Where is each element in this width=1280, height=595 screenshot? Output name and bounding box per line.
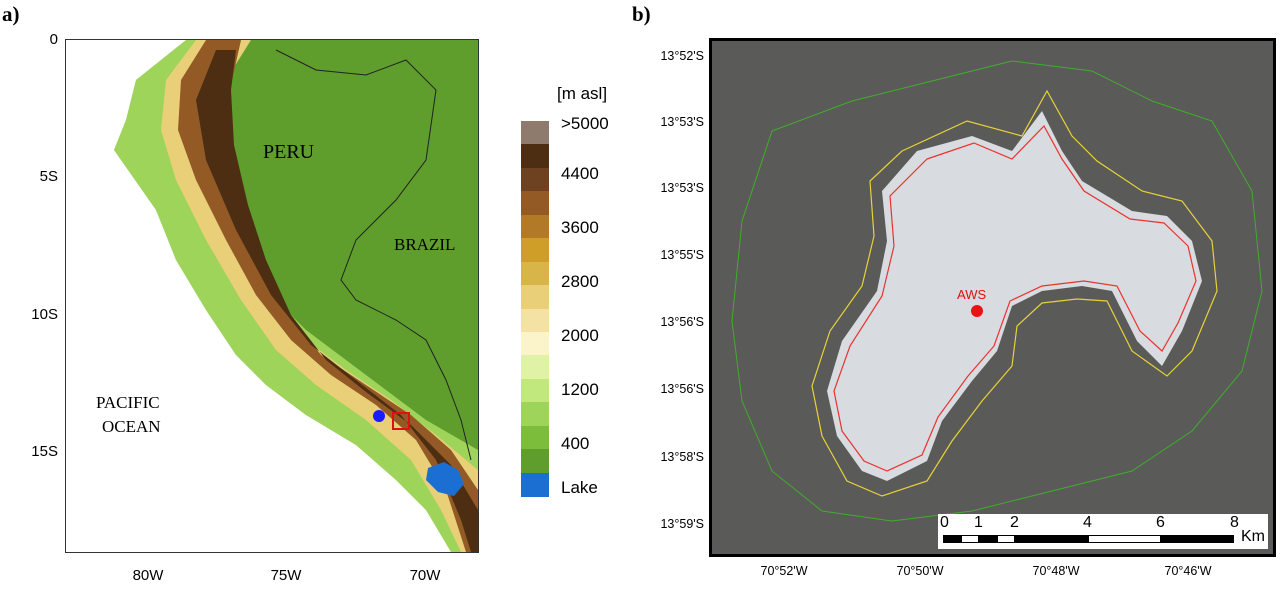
legend-title: [m asl] [557,84,608,103]
legend-label-5: 1200 [561,380,599,399]
scale-segment [1161,535,1234,543]
colorbar-swatch [521,355,549,380]
legend-label-2: 3600 [561,218,599,237]
legend-label-3: 2800 [561,272,599,291]
map-b-y-tick-2: 13°53'S [660,181,704,195]
colorbar-swatch [521,378,549,403]
map-b-x-tick-0: 70°52'W [760,564,808,578]
contour-inner [833,124,1197,472]
pacific-ocean [66,40,451,552]
contour-outer [731,60,1263,522]
map-b-y-tick-1: 13°53'S [660,115,704,129]
location-marker [373,410,385,422]
scale-number-3: 4 [1083,514,1092,531]
glacier-satellite-map [709,38,1276,557]
map-a-y-tick-2: 10S [31,306,58,323]
andes-zone [178,40,478,552]
map-a-x-tick-1: 75W [270,567,302,584]
scale-segment [979,535,997,543]
colorbar-swatch [521,402,549,427]
elevation-colorbar [521,121,549,497]
brazil-label: BRAZIL [394,235,455,254]
aws-station-marker [971,305,983,317]
country-border [275,49,472,461]
contour-middle [811,89,1218,497]
scale-segment [1015,535,1088,543]
colorbar-swatch [521,261,549,286]
colorbar-swatch [521,472,549,497]
colorbar-swatch [521,214,549,239]
peru-terrain-graphic: PERU BRAZIL PACIFIC OCEAN [66,40,478,552]
scale-number-5: 8 [1230,514,1239,531]
scale-number-4: 6 [1156,514,1165,531]
map-a-y-tick-3: 15S [31,443,58,460]
glacier-graphic [712,41,1273,554]
colorbar-swatch [521,331,549,356]
scale-segment [997,535,1015,543]
map-a-y-tick-1: 5S [39,168,58,185]
ocean-label-line1: PACIFIC [96,393,160,412]
legend-label-0: >5000 [561,114,609,133]
scale-bar: 0 1 2 4 6 8 Km [938,514,1268,549]
study-area-box [392,412,410,430]
colorbar-swatch [521,167,549,192]
scale-segment [961,535,979,543]
colorbar-swatch [521,285,549,310]
colorbar-swatch [521,121,549,145]
legend-label-1: 4400 [561,164,599,183]
peru-label: PERU [263,141,315,163]
map-a-y-tick-0: 0 [49,31,58,48]
map-a-x-tick-0: 80W [132,567,164,584]
map-b-y-tick-5: 13°56'S [660,382,704,396]
map-b-x-tick-3: 70°46'W [1164,564,1212,578]
scale-segment [1088,535,1161,543]
legend-label-6: 400 [561,434,590,453]
map-b-x-tick-1: 70°50'W [896,564,944,578]
legend-label-4: 2000 [561,326,599,345]
map-a-x-tick-2: 70W [409,567,441,584]
panel-a-label: a) [2,2,20,26]
aws-station-label: AWS [957,287,987,302]
colorbar-swatch [521,449,549,474]
panel-b-label: b) [632,2,651,26]
scale-number-0: 0 [940,514,949,531]
scale-number-2: 2 [1010,514,1019,531]
colorbar-swatch [521,308,549,333]
glacier-ice [827,111,1202,481]
colorbar-swatch [521,425,549,450]
map-b-x-tick-2: 70°48'W [1032,564,1080,578]
scale-segment [943,535,961,543]
lake-titicaca [426,462,464,496]
high-andes-zone [196,50,478,552]
map-b-y-tick-4: 13°56'S [660,315,704,329]
colorbar-swatch [521,238,549,263]
map-b-y-tick-7: 13°59'S [660,517,704,531]
colorbar-swatch [521,144,549,169]
legend-label-7: Lake [561,478,598,497]
map-b-y-tick-0: 13°52'S [660,49,704,63]
map-b-y-tick-3: 13°55'S [660,248,704,262]
map-b-y-tick-6: 13°58'S [660,450,704,464]
colorbar-swatch [521,191,549,216]
ocean-label-line2: OCEAN [102,417,161,436]
scale-unit: Km [1241,528,1265,545]
scale-number-1: 1 [974,514,983,531]
peru-elevation-map: PERU BRAZIL PACIFIC OCEAN [65,39,479,553]
